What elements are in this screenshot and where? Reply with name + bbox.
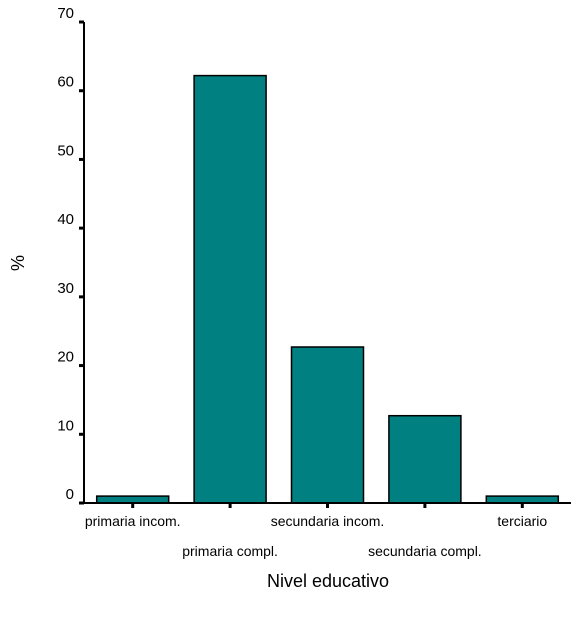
x-tick-label-0: primaria incom. (85, 513, 181, 529)
y-tick-label-6: 60 (57, 74, 74, 91)
x-ticks-group: primaria incom.primaria compl. secundaria… (85, 503, 547, 559)
bar-4 (485, 495, 560, 504)
x-tick-label-1: primaria compl. (182, 543, 278, 559)
x-tick-label-2: secundaria incom. (271, 513, 385, 529)
x-axis-title: Nivel educativo (267, 571, 389, 591)
y-tick-label-7: 70 (57, 5, 74, 22)
y-tick-label-0: 0 (66, 486, 74, 503)
x-tick-label-3: secundaria compl. (368, 543, 482, 559)
y-tick-label-1: 10 (57, 417, 74, 434)
y-tick-label-3: 30 (57, 280, 74, 297)
bar-1 (193, 74, 267, 504)
y-ticks-group: 0 10 20 30 40 50 60 70 (57, 5, 84, 505)
y-tick-label-5: 50 (57, 142, 74, 159)
bar-0 (95, 495, 170, 504)
x-tick-label-4: terciario (497, 513, 547, 529)
bars-group (95, 74, 560, 504)
y-axis-title: % (8, 255, 28, 271)
bar-3 (388, 414, 462, 504)
y-tick-label-4: 40 (57, 211, 74, 228)
bar-2 (290, 346, 365, 504)
y-tick-label-2: 20 (57, 349, 74, 366)
